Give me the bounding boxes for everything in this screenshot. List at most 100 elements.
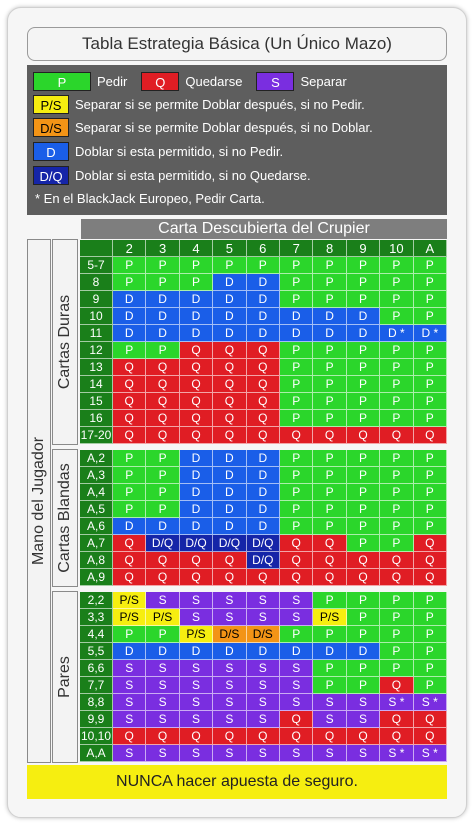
legend-chip-ds: D/S [33, 117, 69, 137]
strategy-cell: Q [346, 552, 381, 569]
strategy-cell: P [380, 257, 414, 274]
strategy-cell: Q [380, 569, 414, 586]
strategy-cell: D [146, 308, 180, 325]
strategy-cell: D [246, 291, 280, 308]
strategy-cell: Q [113, 393, 147, 410]
strategy-cell: Q [179, 569, 214, 586]
strategy-cell: P [113, 274, 147, 291]
strategy-cell: P [413, 274, 447, 291]
legend-text-d: Doblar si esta permitido, si no Pedir. [75, 143, 284, 159]
strategy-cell: P [313, 484, 347, 501]
strategy-cell: S [280, 609, 314, 626]
strategy-cell: P [346, 342, 381, 359]
strategy-cell: D [146, 291, 180, 308]
player-hand-11: 11 [80, 325, 113, 342]
player-hand-14: 14 [80, 376, 113, 393]
strategy-cell: D [246, 450, 280, 467]
strategy-cell: P/S [179, 626, 214, 643]
strategy-cell: S [113, 711, 147, 728]
strategy-cell: S * [380, 694, 414, 711]
strategy-cell: P [313, 274, 347, 291]
strategy-cell: D/Q [179, 535, 214, 552]
strategy-cell: P [346, 410, 381, 427]
strategy-cell: S [246, 711, 280, 728]
strategy-cell: Q [213, 342, 247, 359]
legend-text-ds: Separar si se permite Doblar después, si… [75, 119, 373, 135]
strategy-cell: Q [113, 728, 147, 745]
strategy-cell: D [313, 643, 347, 660]
strategy-cell: D [146, 325, 180, 342]
strategy-cell: S [313, 711, 347, 728]
strategy-cell: D * [413, 325, 447, 342]
section-label-soft-text: Cartas Blandas [56, 463, 73, 573]
strategy-cell: S [280, 694, 314, 711]
strategy-cell: S [346, 745, 381, 762]
strategy-cell: Q [179, 342, 214, 359]
strategy-cell: Q [113, 359, 147, 376]
strategy-cell: P [313, 342, 347, 359]
strategy-cell: P [380, 501, 414, 518]
strategy-cell: P [346, 257, 381, 274]
player-hand-10-10: 10,10 [80, 728, 113, 745]
player-hand-A-9: A,9 [80, 569, 113, 586]
strategy-cell: S [213, 745, 247, 762]
strategy-cell: D [213, 643, 247, 660]
strategy-cell: P [146, 450, 180, 467]
strategy-cell: P [146, 274, 180, 291]
strategy-cell: S [146, 677, 180, 694]
strategy-cell: P [346, 592, 381, 609]
strategy-cell: S [246, 592, 280, 609]
strategy-cell: Q [213, 552, 247, 569]
strategy-cell: P [313, 677, 347, 694]
strategy-cell: Q [413, 535, 447, 552]
strategy-cell: P [380, 450, 414, 467]
strategy-cell: P [346, 626, 381, 643]
strategy-cell: P [346, 484, 381, 501]
strategy-cell: D [213, 325, 247, 342]
strategy-cell: P [380, 518, 414, 535]
strategy-cell: S [179, 660, 214, 677]
section-label-soft: Cartas Blandas [52, 449, 78, 587]
strategy-cell: P [146, 484, 180, 501]
player-hand-16: 16 [80, 410, 113, 427]
strategy-cell: D [146, 643, 180, 660]
strategy-cell: P [280, 291, 314, 308]
strategy-cell: Q [313, 552, 347, 569]
strategy-cell: D [313, 308, 347, 325]
strategy-cell: Q [246, 728, 280, 745]
insurance-warning: NUNCA hacer apuesta de seguro. [27, 765, 447, 799]
strategy-cell: Q [113, 410, 147, 427]
strategy-cell: Q [313, 728, 347, 745]
strategy-cell: D [213, 467, 247, 484]
strategy-cell: D/S [246, 626, 280, 643]
strategy-cell: S [280, 592, 314, 609]
strategy-cell: Q [413, 569, 447, 586]
strategy-cell: P [280, 467, 314, 484]
strategy-cell: P [146, 467, 180, 484]
strategy-cell: D [113, 325, 147, 342]
strategy-cell: Q [280, 728, 314, 745]
strategy-cell: D [213, 501, 247, 518]
strategy-cell: Q [380, 728, 414, 745]
player-hand-A-3: A,3 [80, 467, 113, 484]
strategy-cell: S [146, 711, 180, 728]
section-label-hard-text: Cartas Duras [56, 294, 73, 390]
strategy-cell: Q [146, 552, 180, 569]
strategy-cell: P [346, 518, 381, 535]
strategy-cell: P [346, 535, 381, 552]
strategy-cell: P [146, 501, 180, 518]
player-hand-9-9: 9,9 [80, 711, 113, 728]
strategy-cell: Q [346, 427, 381, 444]
strategy-cell: Q [380, 552, 414, 569]
strategy-cell: P [380, 393, 414, 410]
strategy-cell: P [146, 626, 180, 643]
strategy-cell: P [413, 484, 447, 501]
strategy-cell: P [346, 450, 381, 467]
strategy-cell: D [179, 291, 214, 308]
strategy-cell: P [146, 342, 180, 359]
strategy-cell: D [113, 308, 147, 325]
strategy-cell: S [113, 660, 147, 677]
strategy-cell: S [179, 609, 214, 626]
player-hand-5-7: 5-7 [80, 257, 113, 274]
strategy-cell: P [113, 484, 147, 501]
